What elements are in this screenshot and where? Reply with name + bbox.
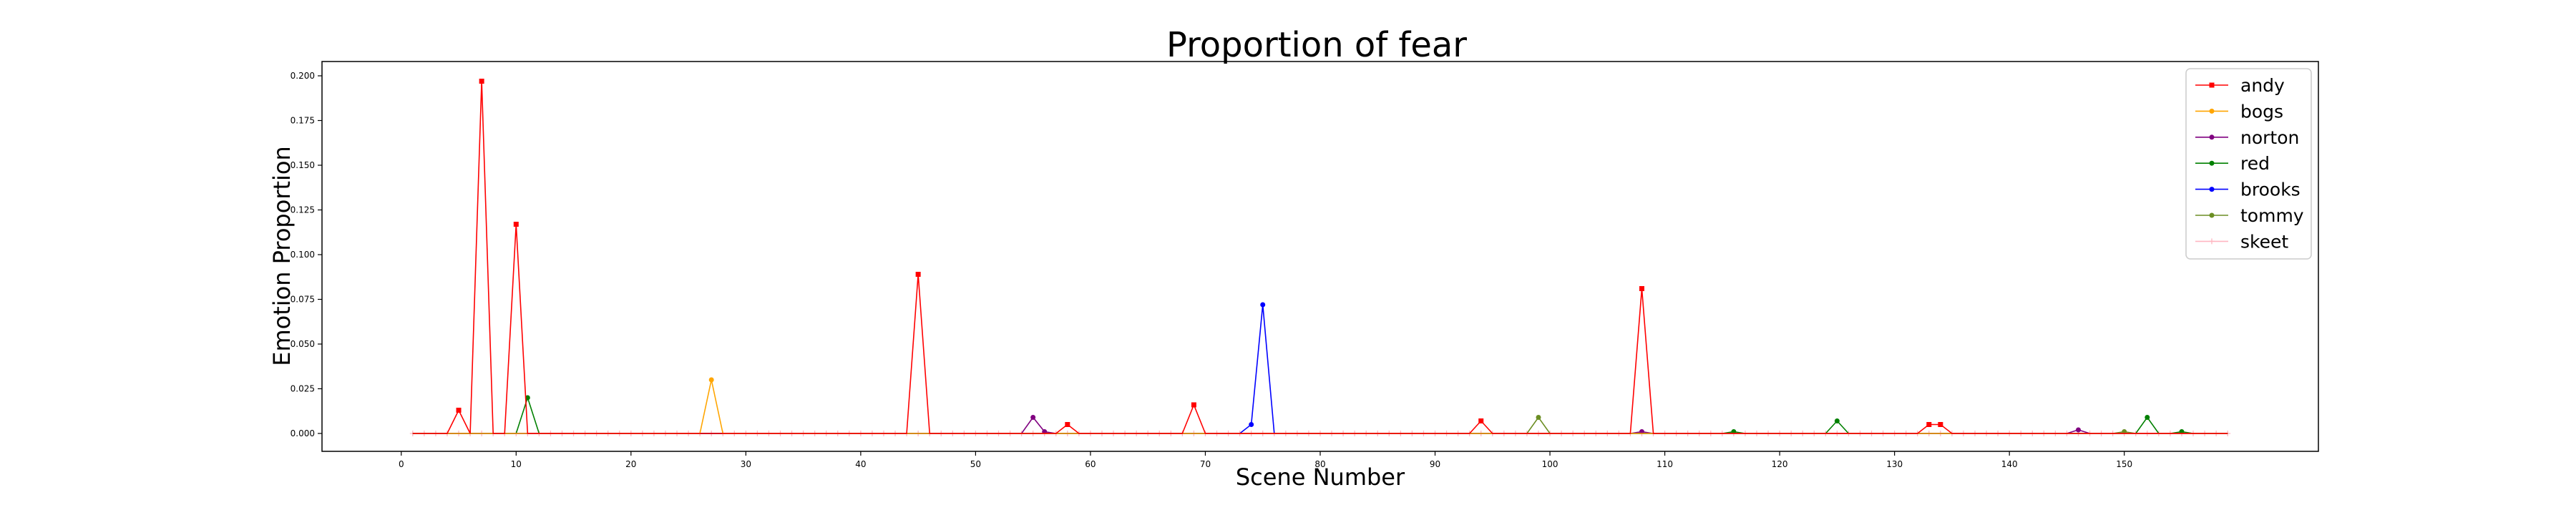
series-line-andy (412, 81, 2228, 434)
data-point-andy (915, 272, 921, 277)
series-brooks (412, 302, 2228, 434)
legend-marker (2209, 187, 2215, 192)
x-tick-label: 0 (399, 459, 404, 469)
y-axis: 0.000 0.025 0.050 0.075 0.100 0.125 0.150 0.175… (291, 71, 322, 438)
series-bogs (412, 377, 2228, 434)
legend-item-skeet: skeet (2195, 231, 2288, 252)
x-tick-label: 70 (1200, 459, 1211, 469)
data-point-andy (1938, 422, 1943, 427)
series-red (412, 395, 2228, 434)
x-tick-label: 10 (511, 459, 522, 469)
data-point-red (2145, 415, 2150, 420)
legend-label: andy (2240, 75, 2285, 96)
legend-label: brooks (2240, 180, 2301, 200)
legend-label: bogs (2240, 101, 2283, 122)
legend-marker (2209, 160, 2215, 166)
data-point-andy (1926, 422, 1932, 427)
data-point-red (525, 395, 530, 401)
y-tick-label: 0.100 (291, 250, 315, 260)
plot-area (321, 61, 2319, 452)
legend-label: red (2240, 153, 2270, 174)
y-tick-label: 0.175 (291, 116, 315, 126)
data-point-tommy (1536, 415, 1541, 420)
series-andy (412, 79, 2228, 434)
x-tick-label: 60 (1085, 459, 1096, 469)
legend-marker (2209, 108, 2215, 114)
data-point-andy (1191, 402, 1196, 408)
y-tick-label: 0.050 (291, 339, 315, 349)
data-point-norton (1030, 415, 1036, 420)
legend-label: norton (2240, 127, 2299, 148)
x-tick-label: 110 (1657, 459, 1673, 469)
data-point-andy (513, 222, 519, 227)
legend-item-andy: andy (2195, 75, 2285, 96)
legend-marker (2209, 134, 2215, 140)
legend-label: skeet (2240, 231, 2288, 252)
data-point-andy (456, 408, 462, 413)
y-tick-label: 0.000 (291, 428, 315, 438)
x-tick-label: 150 (2116, 459, 2132, 469)
series-line-bogs (412, 379, 2228, 434)
legend-item-brooks: brooks (2195, 180, 2301, 200)
legend-marker (2209, 82, 2215, 88)
legend-box (2185, 68, 2312, 260)
x-tick-label: 130 (1886, 459, 1903, 469)
series-layer (409, 79, 2231, 436)
data-point-red (1834, 418, 1840, 423)
y-tick-label: 0.025 (291, 384, 315, 394)
data-point-andy (1639, 286, 1644, 291)
x-tick-label: 40 (855, 459, 866, 469)
legend-item-red: red (2195, 153, 2270, 174)
y-tick-label: 0.150 (291, 160, 315, 170)
x-axis: 0 10 20 30 40 50 60 70 80 90 100 110 120 130 140 150 (399, 451, 2132, 469)
data-point-brooks (1260, 302, 1266, 308)
x-tick-label: 80 (1314, 459, 1325, 469)
data-point-andy (1065, 422, 1070, 427)
y-tick-label: 0.200 (291, 71, 315, 81)
x-tick-label: 50 (970, 459, 981, 469)
data-point-bogs (708, 377, 714, 383)
legend: andy bogs norton red brooks tommy skeet (2185, 68, 2312, 260)
x-axis-label: Scene Number (1236, 464, 1405, 491)
series-line-red (412, 396, 2228, 434)
legend-item-tommy: tommy (2195, 205, 2304, 226)
y-tick-label: 0.075 (291, 295, 315, 305)
chart-title: Proportion of fear (1166, 25, 1467, 65)
legend-item-norton: norton (2195, 127, 2299, 148)
data-point-andy (1478, 418, 1484, 423)
x-tick-label: 100 (1542, 459, 1558, 469)
y-tick-label: 0.125 (291, 205, 315, 215)
x-tick-label: 120 (1772, 459, 1788, 469)
y-axis-label: Emotion Proportion (268, 146, 296, 366)
legend-marker (2209, 212, 2215, 218)
x-tick-label: 140 (2001, 459, 2018, 469)
x-tick-label: 20 (625, 459, 636, 469)
data-point-norton (2075, 427, 2081, 433)
data-point-brooks (1249, 422, 1254, 427)
x-tick-label: 90 (1430, 459, 1440, 469)
series-line-brooks (412, 304, 2228, 434)
legend-item-bogs: bogs (2195, 101, 2283, 122)
legend-items: andy bogs norton red brooks tommy skeet (2195, 75, 2304, 252)
legend-marker (2209, 238, 2215, 245)
legend-label: tommy (2240, 205, 2304, 226)
x-tick-label: 30 (741, 459, 751, 469)
data-point-andy (479, 79, 484, 84)
